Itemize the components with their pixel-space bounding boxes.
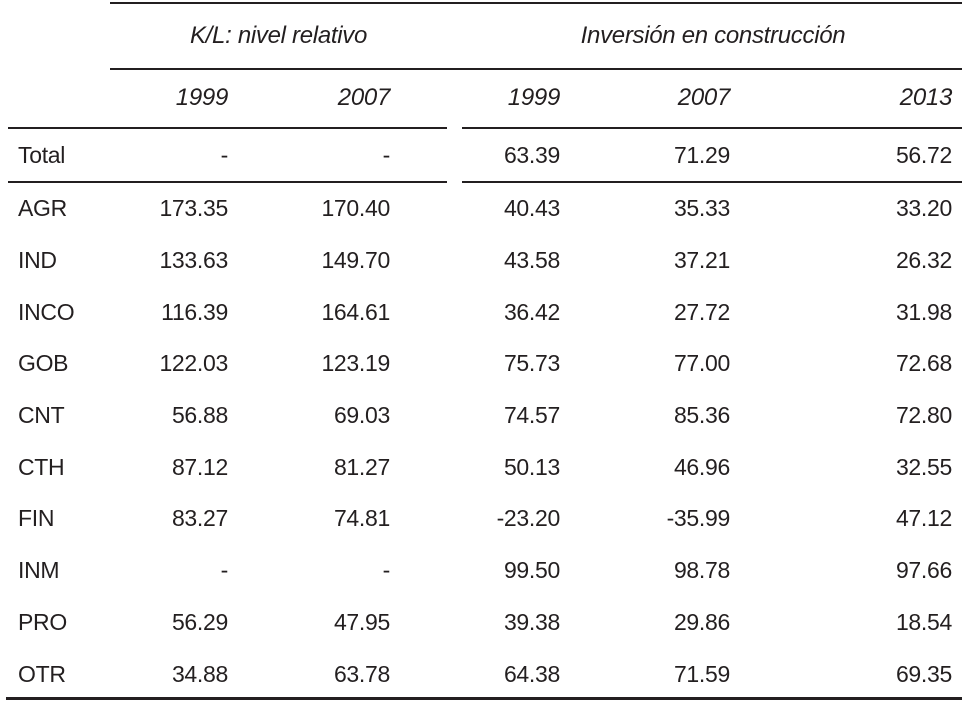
- rule-top: [110, 2, 962, 4]
- year-header-inv-1999: 1999: [507, 84, 561, 111]
- value-cell: 74.57: [503, 402, 560, 429]
- value-cell: 43.58: [503, 247, 560, 274]
- value-cell: 36.42: [503, 298, 560, 325]
- value-cell: 149.70: [321, 247, 390, 274]
- table-row-gob: GOB 122.03 123.19 75.73 77.00 72.68: [0, 338, 964, 390]
- value-cell: 64.38: [503, 660, 560, 687]
- value-cell: 77.00: [673, 350, 730, 377]
- value-cell: 85.36: [673, 402, 730, 429]
- value-cell: 63.78: [333, 660, 390, 687]
- value-cell: 98.78: [673, 557, 730, 584]
- value-cell: 170.40: [321, 195, 390, 222]
- year-header-inv-2013: 2013: [899, 84, 953, 111]
- value-cell: 26.32: [895, 247, 952, 274]
- value-cell: 122.03: [159, 350, 228, 377]
- value-cell: 116.39: [161, 298, 228, 325]
- value-cell: 71.59: [673, 660, 730, 687]
- value-cell: -: [220, 141, 229, 168]
- table-row-inco: INCO 116.39 164.61 36.42 27.72 31.98: [0, 286, 964, 338]
- value-cell: 39.38: [503, 608, 560, 635]
- group-header-inversion: Inversión en construcción: [580, 22, 846, 49]
- value-cell: 37.21: [673, 247, 730, 274]
- value-cell: 97.66: [895, 557, 952, 584]
- year-header-kl-2007: 2007: [337, 84, 391, 111]
- row-label: GOB: [18, 350, 69, 377]
- value-cell: 47.95: [333, 608, 390, 635]
- row-label: CTH: [18, 453, 65, 480]
- value-cell: 47.12: [895, 505, 952, 532]
- rule-under-year-headers-right: [462, 127, 962, 129]
- value-cell: 72.80: [895, 402, 952, 429]
- value-cell: -: [382, 557, 391, 584]
- rule-under-total-right: [462, 181, 962, 183]
- group-header-kl: K/L: nivel relativo: [189, 22, 368, 49]
- value-cell: -23.20: [496, 505, 561, 532]
- value-cell: 69.35: [895, 660, 952, 687]
- row-label: INCO: [18, 298, 75, 325]
- table-body: AGR 173.35 170.40 40.43 35.33 33.20 IND …: [0, 183, 964, 700]
- row-label: FIN: [18, 505, 55, 532]
- value-cell: 33.20: [895, 195, 952, 222]
- year-header-inv-2007: 2007: [677, 84, 731, 111]
- row-label: CNT: [18, 402, 65, 429]
- value-cell: 123.19: [321, 350, 390, 377]
- value-cell: 83.27: [171, 505, 228, 532]
- table-row-total: Total - - 63.39 71.29 56.72: [0, 129, 964, 181]
- value-cell: 46.96: [673, 453, 730, 480]
- rule-under-total-left: [8, 181, 447, 183]
- table-row-fin: FIN 83.27 74.81 -23.20 -35.99 47.12: [0, 493, 964, 545]
- year-header-row: 1999 2007 1999 2007 2013: [0, 70, 964, 126]
- value-cell: 75.73: [503, 350, 560, 377]
- table-row-ind: IND 133.63 149.70 43.58 37.21 26.32: [0, 235, 964, 287]
- row-label: OTR: [18, 660, 66, 687]
- value-cell: 27.72: [673, 298, 730, 325]
- value-cell: 74.81: [333, 505, 390, 532]
- value-cell: 81.27: [333, 453, 390, 480]
- value-cell: -: [220, 557, 229, 584]
- value-cell: -: [382, 141, 391, 168]
- value-cell: 56.29: [171, 608, 228, 635]
- value-cell: 99.50: [503, 557, 560, 584]
- value-cell: 173.35: [159, 195, 228, 222]
- table-row-inm: INM - - 99.50 98.78 97.66: [0, 545, 964, 597]
- value-cell: 50.13: [503, 453, 560, 480]
- row-label: AGR: [18, 195, 67, 222]
- row-label: PRO: [18, 608, 67, 635]
- value-cell: 35.33: [673, 195, 730, 222]
- row-label: Total: [18, 141, 66, 168]
- table-row-cnt: CNT 56.88 69.03 74.57 85.36 72.80: [0, 390, 964, 442]
- table-row-cth: CTH 87.12 81.27 50.13 46.96 32.55: [0, 441, 964, 493]
- value-cell: 40.43: [503, 195, 560, 222]
- value-cell: 72.68: [895, 350, 952, 377]
- value-cell: 69.03: [333, 402, 390, 429]
- value-cell: 133.63: [159, 247, 228, 274]
- value-cell: 164.61: [321, 298, 390, 325]
- value-cell: 63.39: [503, 141, 560, 168]
- rule-under-year-headers-left: [8, 127, 447, 129]
- column-group-header-row: K/L: nivel relativo Inversión en constru…: [0, 4, 964, 68]
- rule-bottom: [6, 697, 962, 700]
- value-cell: 31.98: [895, 298, 952, 325]
- row-label: INM: [18, 557, 60, 584]
- rule-under-group-headers: [110, 68, 962, 70]
- table-row-pro: PRO 56.29 47.95 39.38 29.86 18.54: [0, 597, 964, 649]
- value-cell: 32.55: [895, 453, 952, 480]
- table-row-otr: OTR 34.88 63.78 64.38 71.59 69.35: [0, 648, 964, 700]
- value-cell: 34.88: [171, 660, 228, 687]
- value-cell: 71.29: [673, 141, 730, 168]
- value-cell: 29.86: [673, 608, 730, 635]
- value-cell: -35.99: [666, 505, 731, 532]
- row-label: IND: [18, 247, 57, 274]
- value-cell: 18.54: [895, 608, 952, 635]
- value-cell: 56.88: [171, 402, 228, 429]
- value-cell: 56.72: [895, 141, 952, 168]
- table-row-agr: AGR 173.35 170.40 40.43 35.33 33.20: [0, 183, 964, 235]
- value-cell: 87.12: [171, 453, 228, 480]
- year-header-kl-1999: 1999: [175, 84, 229, 111]
